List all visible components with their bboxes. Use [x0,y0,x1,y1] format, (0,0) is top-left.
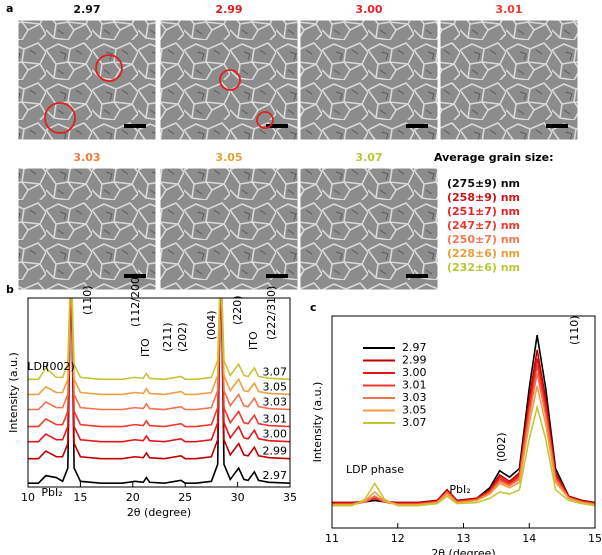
highlight-circle [95,54,123,82]
peak-annotation: ITO [139,338,152,357]
image-label: 3.03 [73,151,100,164]
x-tick-label: 14 [522,532,536,545]
peak-annotation: (002) [45,360,75,373]
peak-annotation: (222/310) [265,286,278,340]
legend-label: 2.99 [402,354,427,367]
grain-size: (247±7) nm [447,219,520,232]
legend-label: 3.03 [402,391,427,404]
x-tick-label: 25 [178,491,192,504]
plot-frame [27,297,291,488]
grain-size: (232±6) nm [447,261,520,274]
series-label: 3.05 [263,380,288,393]
image-label: 2.97 [73,3,100,16]
y-axis-label: Intensity (a.u.) [311,382,324,463]
series-line [28,298,290,381]
sem-image [299,19,439,141]
x-tick-label: 20 [126,491,140,504]
image-label: 3.01 [495,3,522,16]
series-label: 2.99 [263,445,288,458]
plot-lines [28,298,290,485]
series-label: 3.07 [263,365,288,378]
grain-size: (251±7) nm [447,205,520,218]
legend-label: 3.07 [402,416,427,429]
scale-bar [266,124,288,128]
x-tick-label: 35 [283,491,297,504]
peak-annotation: LDP phase [346,463,404,476]
x-tick-label: 13 [457,532,471,545]
peak-annotation: (220) [231,295,244,325]
series-label: 3.03 [263,396,288,409]
scale-bar [266,274,288,278]
panel-label: a [6,2,13,15]
grain-size-title: Average grain size: [434,151,554,164]
sem-image [299,167,439,291]
x-axis-label: 2θ (degree) [431,547,495,555]
series-line [28,298,290,396]
legend-label: 3.05 [402,404,427,417]
legend-label: 3.01 [402,379,427,392]
scale-bar [406,124,428,128]
panel-label: b [6,283,14,296]
x-tick-label: 11 [325,532,339,545]
peak-annotation: (004) [205,310,218,340]
highlight-circle [219,69,241,91]
y-axis-label: Intensity (a.u.) [7,352,20,433]
peak-annotation: ITO [247,331,260,350]
grain-size: (258±9) nm [447,191,520,204]
sem-image [17,19,157,141]
peak-annotation: (110) [568,315,581,345]
sem-image [159,19,299,141]
scale-bar [124,274,146,278]
image-label: 3.05 [215,151,242,164]
series-label: 2.97 [263,469,288,482]
peak-annotation: (211) [161,322,174,352]
x-tick-label: 15 [73,491,87,504]
highlight-circle [44,102,76,134]
legend-label: 3.00 [402,366,427,379]
peak-annotation: LDP [27,360,49,373]
peak-annotation: (002) [495,432,508,462]
scale-bar [546,124,568,128]
peak-annotation: PbI₂ [449,483,470,496]
grain-size: (228±6) nm [447,247,520,260]
series-label: 3.01 [263,413,288,426]
series-line [28,298,290,460]
peak-annotation: (112/200) [129,273,142,327]
legend-label: 2.97 [402,341,427,354]
image-label: 3.07 [355,151,382,164]
x-tick-label: 12 [391,532,405,545]
sem-image [159,167,299,291]
x-axis-label: 2θ (degree) [127,506,191,519]
scale-bar [124,124,146,128]
sem-image [17,167,157,291]
x-tick-label: 15 [588,532,602,545]
x-tick-label: 10 [21,491,35,504]
series-line [332,385,595,506]
highlight-circle [256,111,274,129]
peak-annotation: (110) [81,285,94,315]
x-tick-label: 30 [231,491,245,504]
peak-annotation: PbI₂ [41,486,62,499]
sem-image [439,19,579,141]
grain-size: (275±9) nm [447,177,520,190]
series-line [332,334,595,504]
scale-bar [406,274,428,278]
grain-size: (250±7) nm [447,233,520,246]
image-label: 3.00 [355,3,382,16]
series-line [28,298,290,485]
series-label: 3.00 [263,428,288,441]
peak-annotation: (202) [176,322,189,352]
plot-lines [332,334,595,507]
panel-label: c [310,301,317,314]
series-line [28,298,290,411]
image-label: 2.99 [215,3,242,16]
series-line [28,298,290,443]
series-line [332,403,595,507]
series-line [28,298,290,428]
